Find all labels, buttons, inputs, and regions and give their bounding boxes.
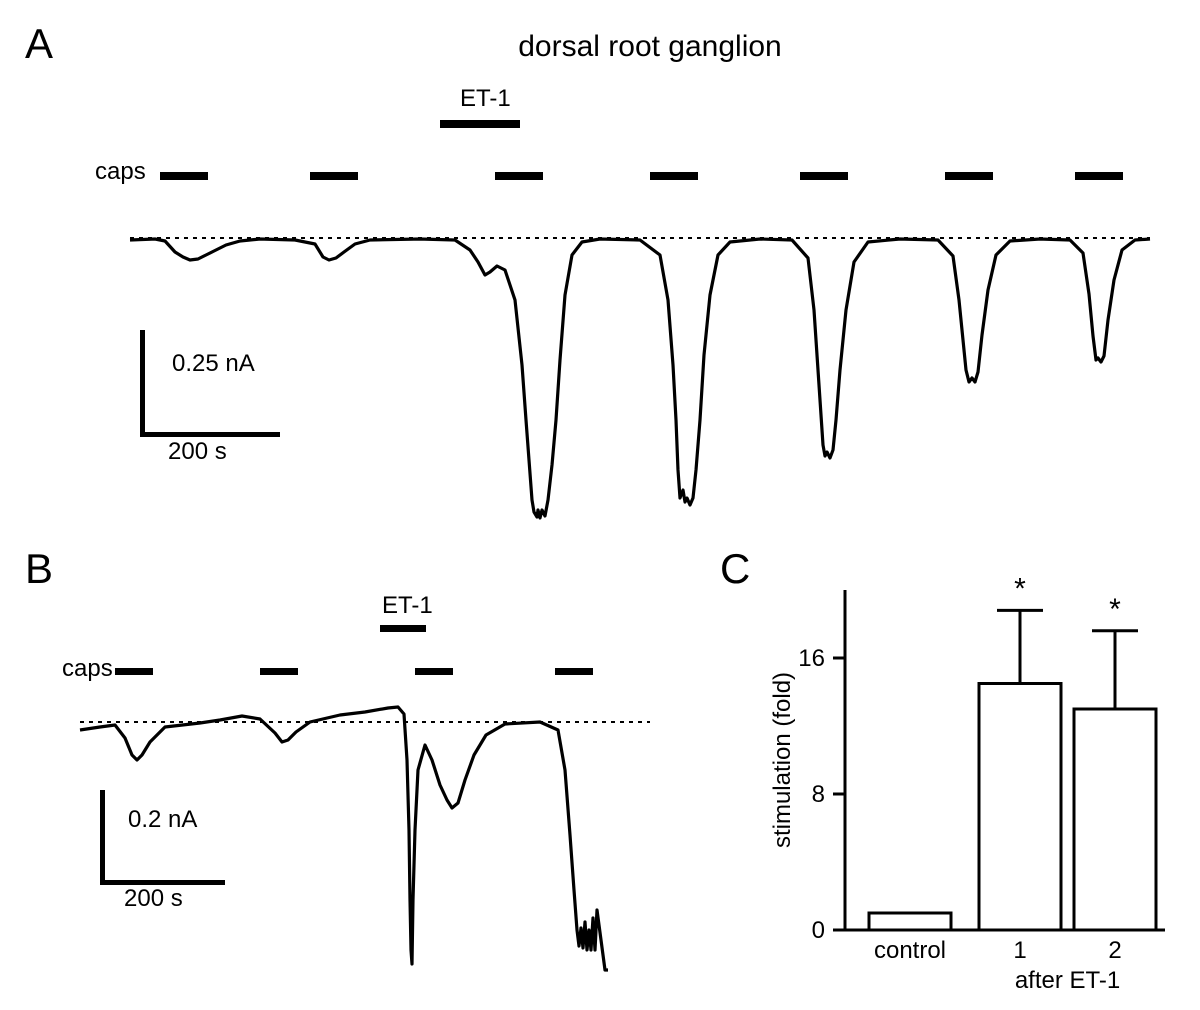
svg-text:stimulation (fold): stimulation (fold) [769,672,796,848]
svg-text:*: * [1109,593,1121,626]
svg-text:2: 2 [1108,937,1121,964]
svg-text:1: 1 [1013,937,1026,964]
svg-text:16: 16 [798,645,825,672]
svg-text:after ET-1: after ET-1 [1015,967,1120,994]
panel-c-svg: 0 8 16 * * control 1 2 stimulation (fold) aft… [0,0,1200,1010]
svg-text:control: control [874,937,946,964]
svg-text:8: 8 [812,781,825,808]
svg-text:*: * [1014,572,1026,605]
svg-text:0: 0 [812,917,825,944]
